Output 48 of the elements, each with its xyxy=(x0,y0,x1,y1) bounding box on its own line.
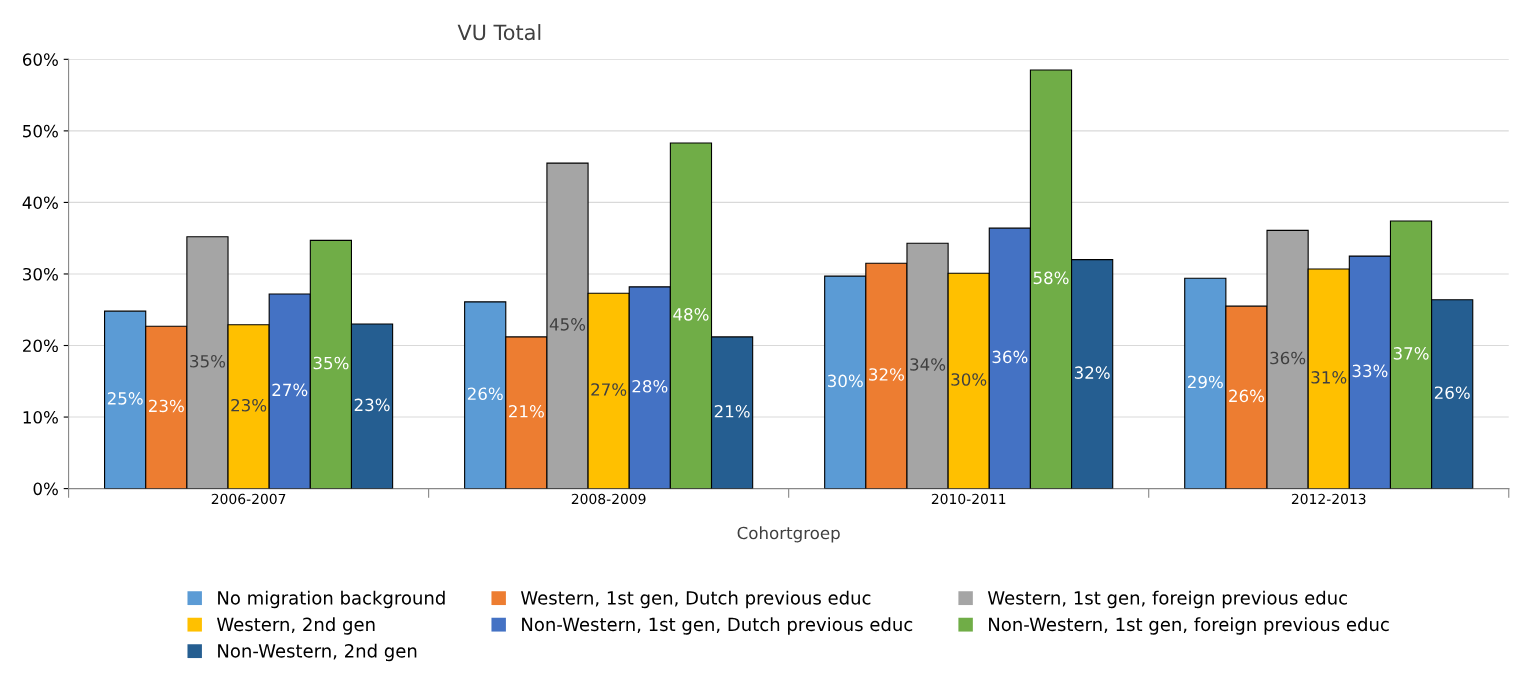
data-label: 36% xyxy=(992,350,1028,364)
data-label: 21% xyxy=(509,404,544,418)
legend-label: Non-Western, 1st gen, Dutch previous educ xyxy=(522,617,913,635)
y-tick-label: 30% xyxy=(23,267,58,281)
data-label: 30% xyxy=(951,373,987,386)
data-label: 37% xyxy=(1393,347,1429,360)
data-label: 30% xyxy=(828,374,863,388)
y-tick-label: 10% xyxy=(23,411,58,424)
x-tick-label: 2008-2009 xyxy=(571,493,646,505)
data-label: 21% xyxy=(714,404,750,418)
y-tick-label: 0% xyxy=(33,482,58,496)
data-label: 26% xyxy=(1229,389,1265,403)
data-label: 27% xyxy=(591,383,627,396)
data-label: 23% xyxy=(231,398,267,412)
x-axis-title: Cohortgroep xyxy=(737,526,840,543)
data-label: 35% xyxy=(313,356,349,370)
data-label: 29% xyxy=(1187,375,1223,389)
data-label: 26% xyxy=(1434,386,1470,399)
y-tick-label: 20% xyxy=(23,339,58,353)
data-label: 32% xyxy=(869,368,904,381)
y-tick-label: 50% xyxy=(23,124,58,138)
legend-label: No migration background xyxy=(218,590,445,609)
x-tick-label: 2010-2011 xyxy=(931,493,1006,505)
data-label: 23% xyxy=(149,399,184,413)
data-label: 58% xyxy=(1033,271,1069,285)
data-label: 27% xyxy=(272,383,308,397)
x-tick-label: 2012-2013 xyxy=(1291,493,1366,505)
data-label: 33% xyxy=(1352,364,1388,378)
data-label: 23% xyxy=(354,398,390,412)
data-label: 35% xyxy=(190,354,226,368)
chart-title: VU Total xyxy=(457,24,541,41)
data-label: 34% xyxy=(910,358,946,371)
x-tick-label: 2006-2007 xyxy=(211,493,286,505)
data-label: 36% xyxy=(1270,351,1306,365)
legend-label: Non-Western, 2nd gen xyxy=(218,643,417,662)
legend-label: Non-Western, 1st gen, foreign previous educ xyxy=(989,617,1389,635)
data-label: 45% xyxy=(549,318,586,331)
data-label: 31% xyxy=(1311,371,1347,384)
legend-label: Western, 1st gen, foreign previous educ xyxy=(987,590,1347,609)
data-label: 32% xyxy=(1074,366,1110,379)
data-label: 48% xyxy=(673,308,709,321)
y-tick-label: 40% xyxy=(22,196,58,209)
data-label: 25% xyxy=(107,392,143,405)
legend-label: Western, 1st gen, Dutch previous educ xyxy=(520,590,871,609)
data-label: 28% xyxy=(632,379,668,393)
y-tick-label: 60% xyxy=(22,53,58,66)
data-label: 26% xyxy=(467,387,503,401)
legend-label: Western, 2nd gen xyxy=(216,617,375,635)
